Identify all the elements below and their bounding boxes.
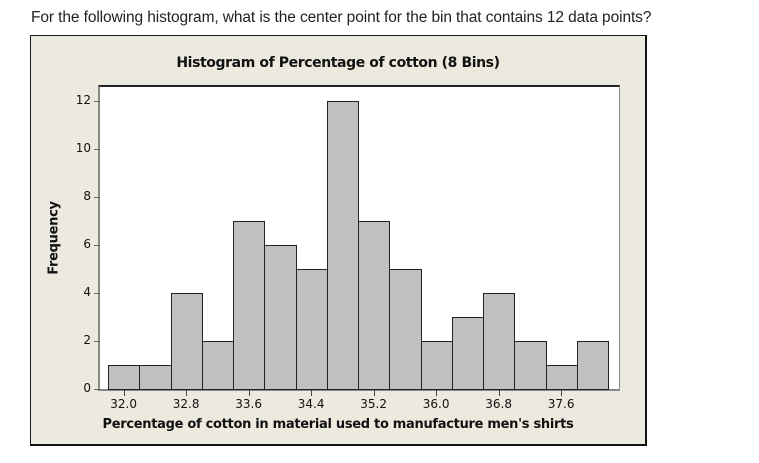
y-tick [94, 101, 100, 102]
histogram-bar [233, 221, 266, 390]
histogram-bar [264, 245, 297, 390]
chart-frame: Histogram of Percentage of cotton (8 Bin… [30, 35, 647, 446]
histogram-bar [483, 293, 516, 390]
y-tick [94, 197, 100, 198]
histogram-bar [139, 365, 172, 390]
x-tick-label: 32.8 [172, 397, 200, 411]
histogram-bar [576, 341, 609, 390]
histogram-bar [201, 341, 234, 390]
y-tick-label: 0 [83, 381, 91, 395]
y-tick [94, 149, 100, 150]
histogram-bar [108, 365, 141, 390]
histogram-bar [420, 341, 453, 390]
y-tick [94, 245, 100, 246]
x-tick [123, 390, 125, 396]
y-tick [94, 389, 100, 390]
x-tick [248, 390, 250, 396]
y-tick [94, 293, 100, 294]
histogram-bar [170, 293, 203, 390]
y-axis-title: Frequency [46, 201, 62, 275]
x-tick [498, 390, 500, 396]
x-tick [373, 390, 375, 396]
x-tick-label: 37.6 [547, 397, 575, 411]
x-tick-label: 36.0 [422, 397, 450, 411]
x-tick [436, 390, 438, 396]
histogram-bar [326, 101, 359, 390]
x-tick-label: 35.2 [360, 397, 387, 411]
y-tick-label: 12 [75, 93, 91, 107]
x-tick [561, 390, 563, 396]
y-tick-label: 10 [75, 141, 91, 155]
histogram-bar [389, 269, 422, 390]
x-axis-title: Percentage of cotton in material used to… [102, 417, 574, 432]
x-tick-label: 32.0 [110, 397, 137, 411]
histogram-bar [545, 365, 578, 390]
x-tick [186, 390, 188, 396]
histogram-bar [514, 341, 547, 390]
x-tick-label: 33.6 [235, 397, 262, 411]
chart-title: Histogram of Percentage of cotton (8 Bin… [176, 55, 500, 71]
x-tick-label: 36.8 [485, 397, 512, 411]
histogram-bar [358, 221, 391, 390]
y-tick-label: 4 [83, 285, 91, 299]
x-tick [311, 390, 313, 396]
y-tick [94, 341, 100, 342]
y-tick-label: 6 [83, 237, 91, 251]
y-tick-label: 2 [83, 333, 91, 347]
y-tick-label: 8 [83, 189, 91, 203]
histogram-bar [451, 317, 484, 390]
question-text: For the following histogram, what is the… [31, 9, 652, 26]
x-tick-label: 34.4 [297, 397, 325, 411]
histogram-bar [295, 269, 328, 390]
plot-area: 0 2 4 6 8 10 12 32.0 32.8 33.6 34.4 35.2 36.0 36.8 37.… [76, 85, 620, 411]
